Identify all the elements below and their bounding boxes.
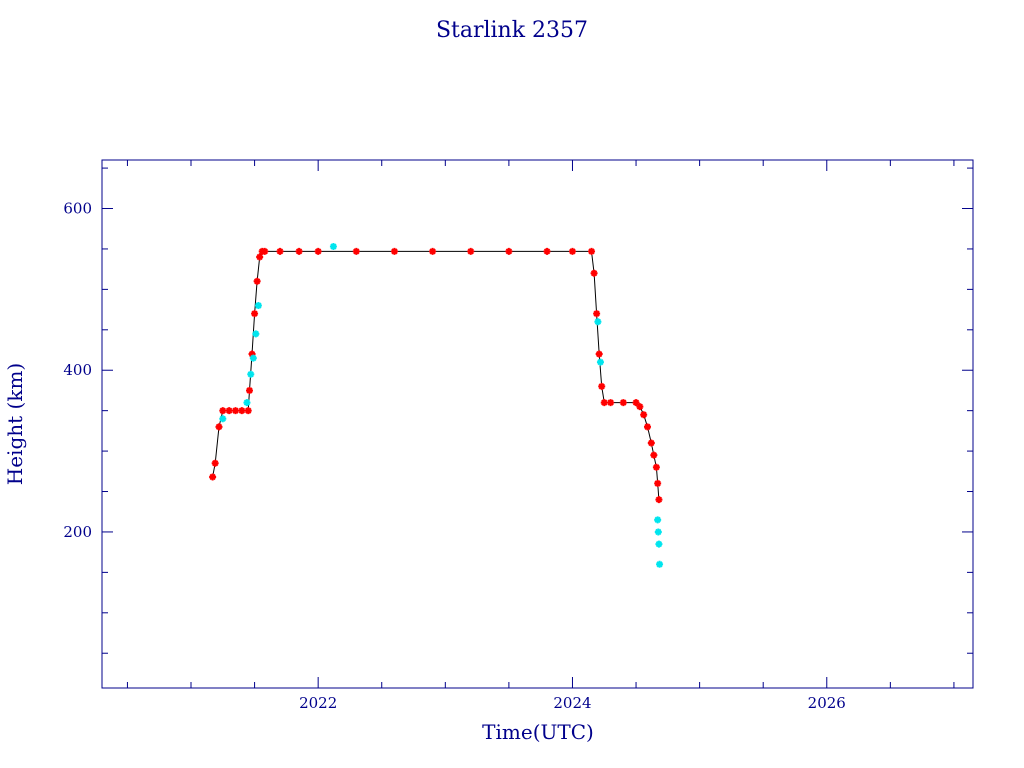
data-point [654,516,662,524]
data-point [590,269,598,277]
y-tick-label-200: 200 [63,523,92,541]
x-axis-title: Time(UTC) [482,720,594,744]
data-point [568,247,576,255]
data-point [656,560,664,568]
data-point [238,407,246,415]
data-point [276,247,284,255]
data-point [254,302,262,310]
data-point [314,247,322,255]
data-point [249,354,257,362]
data-point [225,407,233,415]
data-point [632,399,640,407]
x-tick-label-2024: 2024 [553,694,591,712]
data-point [251,310,259,318]
data-point [261,247,269,255]
x-tick-label-2026: 2026 [808,694,846,712]
data-point [244,407,252,415]
data-point [594,318,602,326]
data-point [256,253,264,261]
plot-frame [101,159,974,689]
data-point [252,330,260,338]
data-point [248,350,256,358]
data-point [650,451,658,459]
data-point [295,247,303,255]
data-point [619,399,627,407]
data-point [655,540,663,548]
data-point [595,350,603,358]
data-point [390,247,398,255]
data-point [429,247,437,255]
data-point [598,382,606,390]
data-point [253,277,261,285]
tick-labels: 2022 2024 2026 200 400 600 [63,200,846,712]
data-point [655,496,663,504]
y-tick-label-600: 600 [63,200,92,218]
data-point [232,407,240,415]
series-2 [219,243,664,568]
data-point [467,247,475,255]
data-point [588,247,596,255]
data-point [607,399,615,407]
data-point [654,479,662,487]
data-point [596,358,604,366]
data-series [209,243,664,568]
data-point [329,243,337,251]
y-tick-label-400: 400 [63,361,92,379]
data-point [245,386,253,394]
data-point [600,399,608,407]
chart-title: Starlink 2357 [436,18,588,43]
data-point [219,415,227,423]
trace-line [212,250,660,500]
data-point [215,423,223,431]
data-point [247,370,255,378]
data-point [352,247,360,255]
data-point [543,247,551,255]
data-point [640,411,648,419]
data-point [211,459,219,467]
data-point [505,247,513,255]
data-point [636,403,644,411]
data-point [243,399,251,407]
data-point [593,310,601,318]
series-1 [209,247,663,504]
y-axis-title: Height (km) [3,363,27,485]
data-point [647,439,655,447]
data-point [219,407,227,415]
data-point [643,423,651,431]
axis-ticks [102,160,973,688]
data-point [654,528,662,536]
x-tick-label-2022: 2022 [299,694,337,712]
data-point [209,473,217,481]
data-point [652,463,660,471]
